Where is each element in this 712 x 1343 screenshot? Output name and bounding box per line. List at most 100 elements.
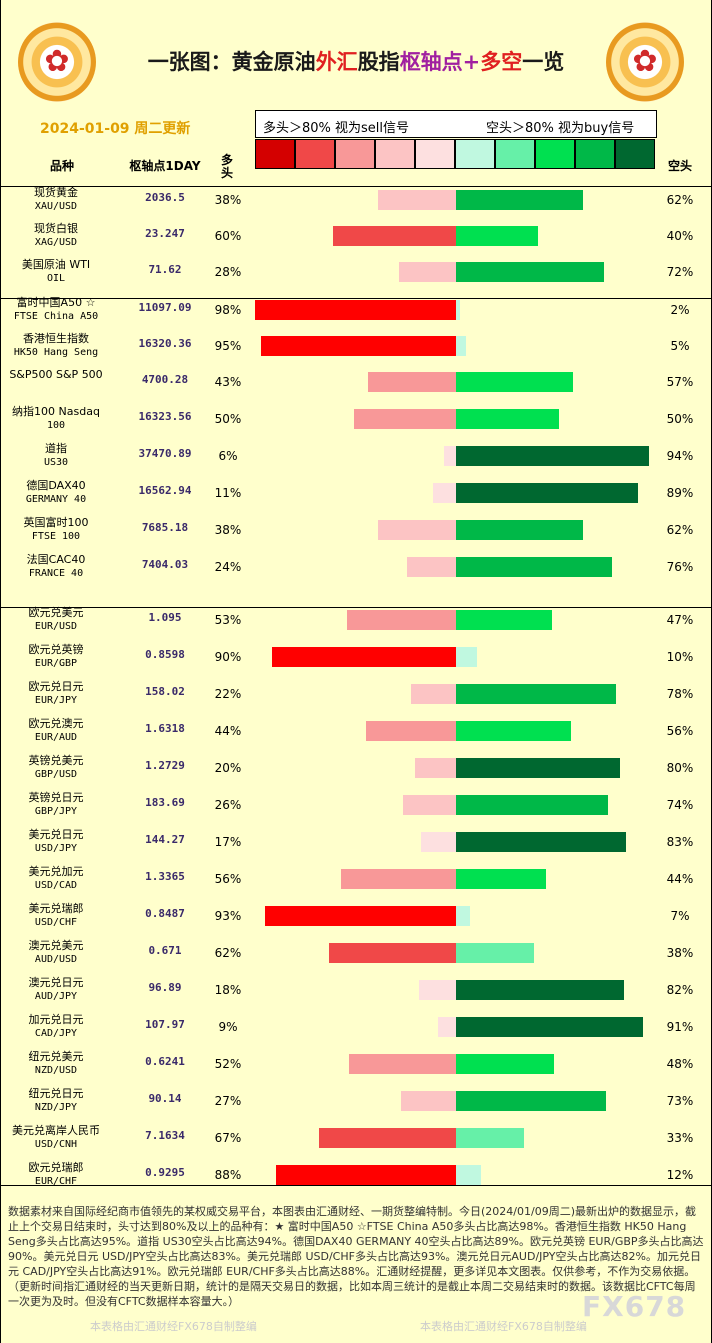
- row-long-pct: 17%: [214, 835, 242, 849]
- legend-short-text: 空头＞80% 视为buy信号: [486, 121, 635, 136]
- divider: [0, 1185, 712, 1186]
- long-bar: [433, 483, 456, 503]
- title-part: 枢轴点+: [399, 49, 481, 74]
- header-short: 空头: [667, 159, 692, 173]
- row-name: 英国富时100 FTSE 100: [0, 516, 112, 544]
- row-short-pct: 78%: [666, 687, 694, 701]
- footer-left: 本表格由汇通财经FX678自制整编: [90, 1320, 257, 1333]
- row-long-pct: 11%: [214, 486, 242, 500]
- legend-swatch: [375, 139, 415, 169]
- row-name-en: FTSE 100: [31, 531, 81, 542]
- row-short-pct: 89%: [666, 486, 694, 500]
- long-bar: [341, 869, 456, 889]
- row-name-cn: 现货黄金: [34, 186, 78, 199]
- row-name-cn: 纽元兑日元: [28, 1087, 84, 1100]
- row-long-pct: 38%: [214, 193, 242, 207]
- row-name-en: CAD/JPY: [34, 1028, 78, 1039]
- update-date: 2024-01-09 周二更新: [40, 121, 191, 137]
- legend-swatch: [255, 139, 295, 169]
- row-long-pct: 88%: [214, 1168, 242, 1182]
- row-name-en: GBP/JPY: [34, 806, 78, 817]
- legend-swatch: [495, 139, 535, 169]
- long-bar: [318, 1128, 456, 1148]
- row-name-en: EUR/USD: [34, 621, 78, 632]
- row-name: 现货白银 XAG/USD: [0, 222, 112, 250]
- row-short-pct: 94%: [666, 449, 694, 463]
- long-bar: [406, 557, 456, 577]
- row-name-en: XAU/USD: [34, 201, 78, 212]
- short-bar: [456, 1091, 606, 1111]
- short-bar: [456, 262, 604, 282]
- row-long-pct: 90%: [214, 650, 242, 664]
- row-short-pct: 56%: [666, 724, 694, 738]
- row-long-pct: 28%: [214, 265, 242, 279]
- long-bar: [400, 1091, 456, 1111]
- row-pivot: 37470.89: [138, 447, 192, 460]
- footnote: 数据素材来自国际经纪商市值领先的某权威交易平台，本图表由汇通财经、一期货整编特制…: [8, 1205, 704, 1308]
- page-title: 一张图：黄金原油外汇股指枢轴点+多空一览: [0, 46, 712, 76]
- short-bar: [456, 906, 471, 926]
- legend-swatch: [535, 139, 575, 169]
- row-long-pct: 93%: [214, 909, 242, 923]
- legend-long-text: 多头＞80% 视为sell信号: [263, 121, 410, 136]
- short-bar: [456, 647, 477, 667]
- row-name-en: AUD/USD: [34, 954, 78, 965]
- logo-left: ✿: [18, 22, 96, 102]
- short-bar: [456, 684, 616, 704]
- row-pivot: 4700.28: [141, 373, 189, 386]
- row-short-pct: 2%: [670, 303, 690, 317]
- title-part: 一览: [522, 49, 565, 74]
- row-long-pct: 38%: [214, 523, 242, 537]
- row-name-en: USD/CNH: [34, 1139, 78, 1150]
- flower-icon: ✿: [44, 44, 70, 79]
- row-short-pct: 5%: [670, 339, 690, 353]
- legend-swatch: [455, 139, 495, 169]
- row-long-pct: 9%: [218, 1020, 238, 1034]
- row-pivot: 0.6241: [145, 1055, 185, 1068]
- row-pivot: 16320.36: [138, 337, 192, 350]
- row-name: 加元兑日元 CAD/JPY: [0, 1013, 112, 1041]
- legend-swatch: [295, 139, 335, 169]
- row-name-cn: 欧元兑澳元: [28, 717, 84, 730]
- row-name-en: USD/JPY: [34, 843, 78, 854]
- row-name-en: USD/CAD: [34, 880, 78, 891]
- row-name-en: GERMANY 40: [25, 494, 87, 505]
- row-name: 美国原油 WTI OIL: [0, 258, 112, 286]
- row-long-pct: 22%: [214, 687, 242, 701]
- row-name: 澳元兑美元 AUD/USD: [0, 939, 112, 967]
- row-short-pct: 62%: [666, 523, 694, 537]
- row-pivot: 16323.56: [138, 410, 192, 423]
- row-short-pct: 33%: [666, 1131, 694, 1145]
- row-pivot: 0.8598: [145, 648, 185, 661]
- short-bar: [456, 557, 612, 577]
- short-bar: [456, 943, 534, 963]
- row-long-pct: 6%: [218, 449, 238, 463]
- short-bar: [456, 520, 584, 540]
- row-name: 美元兑加元 USD/CAD: [0, 865, 112, 893]
- row-name-cn: 欧元兑瑞郎: [28, 1161, 84, 1174]
- long-bar: [421, 832, 456, 852]
- short-bar: [456, 336, 467, 356]
- row-long-pct: 53%: [214, 613, 242, 627]
- row-name-en: US30: [43, 457, 69, 468]
- row-name-en: XAG/USD: [34, 237, 78, 248]
- row-long-pct: 27%: [214, 1094, 242, 1108]
- row-name: 英镑兑美元 GBP/USD: [0, 754, 112, 782]
- row-short-pct: 73%: [666, 1094, 694, 1108]
- title-part: 股指: [357, 49, 400, 74]
- long-bar: [333, 226, 456, 246]
- row-name-cn: 美元兑离岸人民币: [12, 1124, 100, 1137]
- header-pivot: 枢轴点1DAY: [129, 159, 201, 173]
- row-long-pct: 52%: [214, 1057, 242, 1071]
- row-short-pct: 91%: [666, 1020, 694, 1034]
- row-name-cn: 法国CAC40: [26, 553, 86, 566]
- row-short-pct: 47%: [666, 613, 694, 627]
- row-name-cn: 欧元兑美元: [28, 606, 84, 619]
- short-bar: [456, 721, 571, 741]
- legend-swatch: [415, 139, 455, 169]
- row-pivot: 71.62: [148, 263, 182, 276]
- row-name-cn: 加元兑日元: [28, 1013, 84, 1026]
- row-pivot: 0.9295: [145, 1166, 185, 1179]
- short-bar: [456, 190, 584, 210]
- row-name: 澳元兑日元 AUD/JPY: [0, 976, 112, 1004]
